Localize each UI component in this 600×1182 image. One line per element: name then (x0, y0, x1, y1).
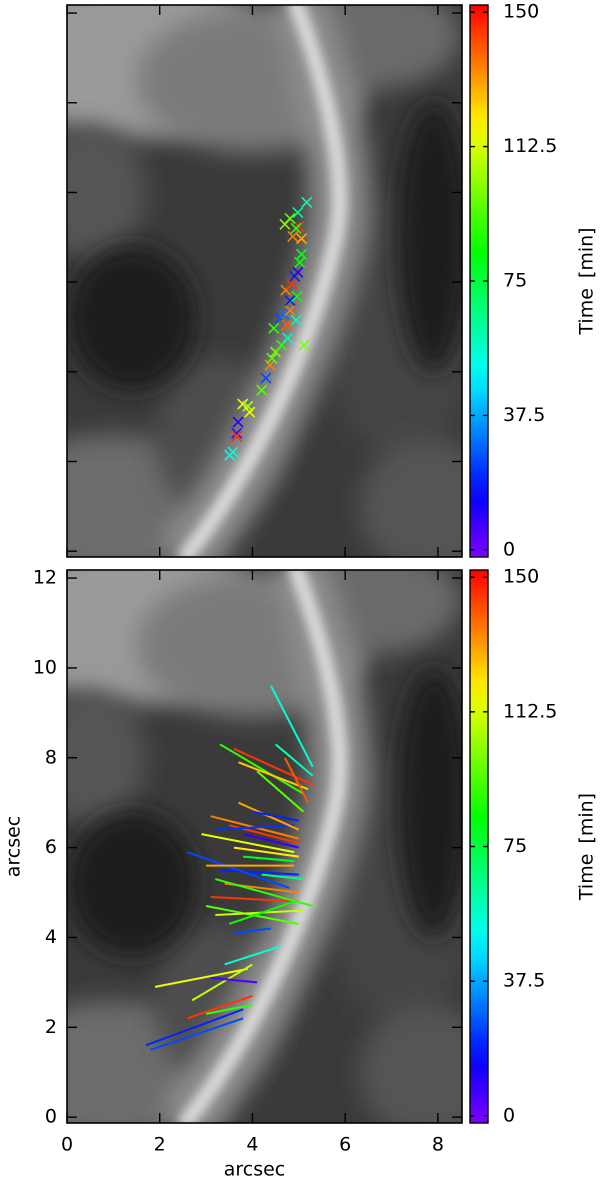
segment (191, 963, 253, 1002)
background-blob (67, 811, 197, 956)
segment (238, 761, 309, 791)
colorbar-tick-label: 75 (503, 270, 527, 292)
segment (187, 851, 290, 889)
colorbar-tick-label: 112.5 (503, 700, 557, 722)
marker (231, 427, 243, 439)
plot-frame (66, 569, 463, 1124)
marker (284, 294, 296, 307)
segment (270, 685, 314, 768)
background-blob (67, 245, 197, 390)
x-tick-label: 0 (61, 1134, 73, 1156)
background-blob (67, 690, 146, 826)
marker (284, 304, 296, 316)
segment (219, 743, 304, 795)
marker (244, 406, 256, 418)
colorbar-tick-label: 0 (503, 1104, 515, 1126)
colorbar-tick-label: 150 (503, 566, 539, 588)
colorbar-tick-label: 0 (503, 538, 515, 560)
marker (292, 207, 304, 219)
segment (238, 801, 300, 831)
marker (268, 322, 280, 334)
segment (243, 855, 295, 863)
y-axis-label: arcsec (3, 816, 25, 878)
marker (264, 359, 276, 371)
colorbar-label: Time [min] (576, 227, 598, 335)
x-tick-label: 4 (246, 1134, 258, 1156)
marker (260, 372, 272, 384)
segment (242, 833, 300, 849)
segment (187, 994, 253, 1020)
segment (261, 873, 304, 881)
segment (145, 1008, 244, 1047)
segment (233, 846, 299, 858)
colorbar-tick-label: 112.5 (503, 135, 557, 157)
segment (256, 770, 305, 813)
plot-frame (66, 4, 463, 558)
colorbar-tick-label: 37.5 (503, 404, 545, 426)
segment (233, 927, 272, 934)
segment (150, 1017, 244, 1051)
marker (287, 230, 299, 242)
segment (228, 900, 295, 925)
x-tick-label: 6 (339, 1134, 351, 1156)
marker (282, 332, 294, 344)
marker (231, 430, 243, 442)
marker (279, 218, 291, 230)
y-tick-label: 8 (45, 746, 57, 768)
segment (154, 967, 249, 988)
segment (274, 743, 314, 777)
bright-arc (176, 5, 348, 557)
y-tick-label: 12 (33, 567, 57, 589)
marker (296, 248, 308, 260)
marker (256, 384, 268, 396)
panel: 0 2 4 6 8 0 2 4 6 8 10 12 arcsec arcsec 0 37.5 75 112.5 15… (3, 566, 598, 1181)
y-tick-label: 10 (33, 656, 57, 678)
y-tick-label: 4 (45, 926, 57, 948)
marker (227, 446, 239, 458)
bright-arc (176, 570, 348, 1123)
segment (201, 833, 295, 854)
segment (252, 810, 299, 822)
segment (215, 824, 295, 831)
marker (278, 308, 290, 320)
y-tick-label: 6 (45, 836, 57, 858)
marker (301, 196, 313, 208)
marker (266, 352, 278, 364)
segment (219, 869, 299, 876)
marker (292, 266, 304, 278)
marker (276, 339, 288, 351)
colorbar-label: Time [min] (576, 793, 598, 901)
marker (286, 278, 298, 290)
segment (284, 757, 309, 804)
marker (281, 319, 293, 331)
background-blob (396, 102, 462, 373)
x-tick-label: 2 (154, 1134, 166, 1156)
x-tick-label: 8 (432, 1134, 444, 1156)
colorbar-tick-label: 75 (503, 835, 527, 857)
marker (290, 314, 302, 326)
marker (232, 416, 244, 428)
marker (298, 339, 310, 351)
marker (296, 233, 308, 245)
segment (224, 945, 281, 966)
background-blob (359, 438, 462, 557)
panel: 0 37.5 75 112.5 150 Time [min] (66, 1, 598, 560)
background-image (67, 5, 462, 557)
y-tick-label: 0 (45, 1106, 57, 1128)
background-blob (67, 124, 146, 260)
segment (210, 976, 258, 984)
colorbar-tick-label: 150 (503, 1, 539, 23)
colorbar-tick-label: 37.5 (503, 970, 545, 992)
segment (205, 1003, 253, 1015)
x-axis-label: arcsec (224, 1159, 286, 1181)
y-tick-label: 2 (45, 1016, 57, 1038)
segment (233, 747, 314, 786)
marker (291, 290, 303, 303)
segment (215, 878, 313, 907)
background-blob (359, 1004, 462, 1123)
marker (290, 222, 302, 234)
background-blob (396, 667, 462, 938)
segment (210, 896, 299, 903)
